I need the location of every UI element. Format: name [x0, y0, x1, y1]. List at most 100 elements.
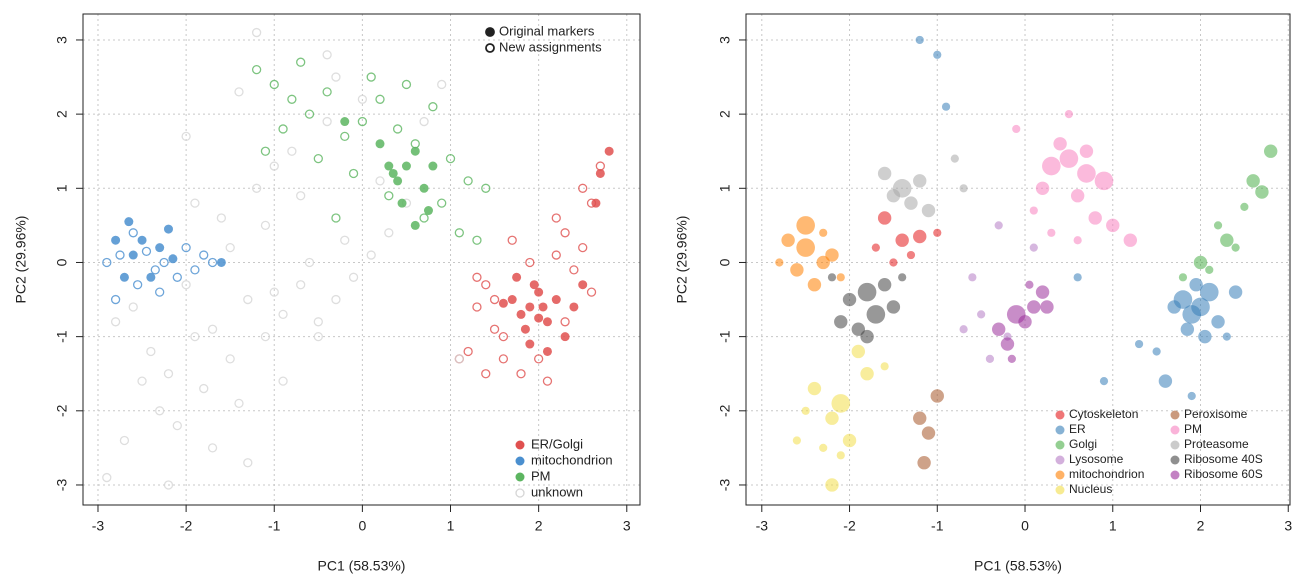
- bubble: [836, 273, 845, 282]
- new-point: [207, 324, 218, 334]
- new-point: [322, 50, 332, 60]
- marker-point: [168, 254, 178, 264]
- x-tick-label: 3: [623, 518, 631, 534]
- marker-point: [525, 339, 535, 349]
- legend-label: Ribosome 40S: [1184, 452, 1263, 466]
- legend-symbol: [1055, 410, 1065, 420]
- new-point: [463, 176, 473, 186]
- bubble: [1094, 171, 1114, 191]
- new-point: [251, 27, 262, 38]
- new-point: [463, 346, 473, 357]
- marker-point: [512, 272, 522, 282]
- bubble: [831, 394, 851, 413]
- marker-point: [216, 257, 226, 267]
- bubble: [819, 228, 828, 237]
- new-point: [525, 257, 535, 268]
- y-tick-label: -2: [54, 404, 70, 417]
- bubble: [1007, 354, 1016, 363]
- bubble: [796, 238, 815, 257]
- new-point: [207, 257, 218, 268]
- new-point: [190, 331, 200, 342]
- bubble: [1012, 124, 1021, 134]
- new-point: [119, 435, 130, 446]
- bubble: [1228, 285, 1243, 299]
- new-point: [234, 87, 244, 97]
- new-point: [578, 242, 588, 253]
- y-tick-label: 2: [717, 110, 733, 118]
- legend-label: ER/Golgi: [531, 436, 583, 451]
- new-point: [560, 317, 570, 327]
- bubble: [941, 102, 951, 111]
- new-point: [260, 220, 271, 231]
- new-point: [243, 458, 253, 468]
- legend-symbol: [515, 488, 525, 498]
- new-point: [163, 369, 174, 379]
- new-point: [172, 420, 182, 431]
- bubble: [933, 228, 942, 237]
- legend-symbol: [515, 472, 525, 482]
- x-axis-label: PC1 (58.53%): [318, 558, 406, 574]
- x-tick-label: -2: [843, 518, 856, 534]
- legend-symbol: [1055, 485, 1065, 495]
- bubble: [977, 310, 986, 319]
- marker-point: [516, 309, 526, 319]
- new-point: [278, 376, 288, 386]
- new-point: [331, 72, 341, 82]
- new-point: [159, 257, 169, 268]
- new-point: [304, 257, 315, 268]
- bubble: [825, 411, 839, 425]
- bubble: [1099, 377, 1109, 386]
- bubble: [1246, 174, 1260, 188]
- bubble: [1240, 202, 1249, 211]
- new-point: [437, 79, 447, 90]
- legend-symbol: [1055, 470, 1065, 480]
- new-point: [516, 369, 526, 379]
- new-point: [489, 294, 500, 305]
- bubble: [790, 263, 804, 277]
- new-point: [199, 250, 209, 260]
- new-point: [137, 376, 147, 386]
- legend-label: Nucleus: [1069, 482, 1112, 496]
- marker-point: [507, 295, 517, 305]
- new-point: [190, 198, 200, 208]
- legend-label: Cytoskeleton: [1069, 407, 1138, 421]
- bubble: [913, 411, 927, 425]
- new-point: [155, 287, 165, 297]
- new-point: [384, 228, 394, 238]
- x-axis-label: PC1 (58.53%): [974, 558, 1062, 574]
- marker-point: [388, 168, 398, 178]
- new-point: [181, 280, 191, 290]
- y-axis-label: PC2 (29.96%): [674, 216, 690, 304]
- marker-point: [384, 161, 394, 171]
- bubble: [842, 292, 857, 307]
- bubble: [1040, 300, 1054, 314]
- new-point: [560, 228, 570, 238]
- new-point: [132, 280, 143, 290]
- marker-point: [538, 302, 548, 312]
- y-tick-label: -1: [717, 330, 733, 343]
- bubble: [895, 233, 909, 247]
- bubble: [807, 278, 822, 292]
- bubble: [1035, 181, 1050, 195]
- bubble: [1231, 243, 1240, 252]
- marker-point: [525, 302, 535, 312]
- new-point: [251, 183, 262, 193]
- bubble: [921, 203, 936, 218]
- marker-point: [498, 298, 508, 308]
- new-point: [578, 183, 588, 193]
- bubble: [1205, 265, 1214, 274]
- legend-symbol: [1170, 410, 1180, 420]
- legend-label: PM: [531, 468, 551, 483]
- bubble: [968, 273, 977, 282]
- new-point: [243, 294, 253, 305]
- new-point: [128, 302, 138, 312]
- x-tick-label: 0: [358, 518, 366, 534]
- marker-point: [375, 139, 385, 149]
- marker-point: [423, 206, 433, 216]
- bubble: [834, 315, 848, 329]
- legend-label: Peroxisome: [1184, 407, 1248, 421]
- legend-label: ER: [1069, 422, 1086, 436]
- new-point: [190, 265, 200, 275]
- new-point: [296, 191, 306, 201]
